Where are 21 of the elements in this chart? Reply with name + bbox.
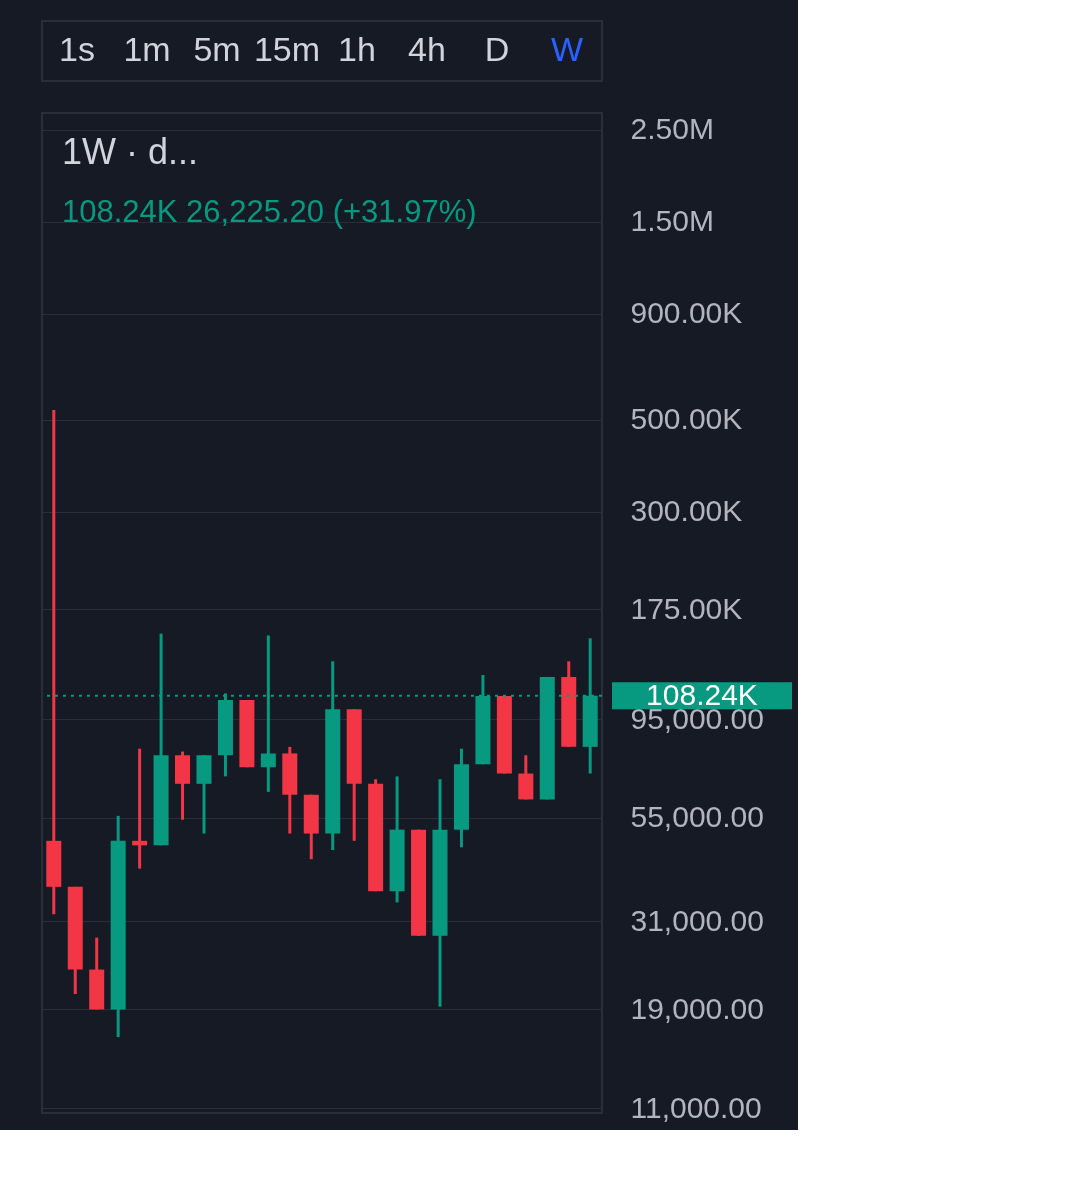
candlestick xyxy=(46,409,62,915)
text: W xyxy=(550,30,584,68)
y-tick-label: 11,000.00 xyxy=(630,1090,762,1124)
y-tick-label: 300.00K xyxy=(630,494,743,528)
text: 1W · d... xyxy=(62,131,199,172)
text: 4h xyxy=(408,30,446,68)
text: 1h xyxy=(338,30,376,68)
text: 15m xyxy=(253,30,321,68)
text: 1s xyxy=(59,30,95,68)
text: 5m xyxy=(193,30,241,68)
y-tick-label: 55,000.00 xyxy=(630,800,764,834)
y-tick-label: 19,000.00 xyxy=(630,991,764,1025)
y-tick-label: 500.00K xyxy=(630,402,743,436)
text: 108.24K 26,225.20 (+31.97%) xyxy=(62,194,477,229)
text: 1m xyxy=(123,30,171,68)
y-tick-label: 900.00K xyxy=(630,296,743,330)
y-tick-label: 31,000.00 xyxy=(630,903,764,937)
y-tick-label: 1.50M xyxy=(630,204,714,238)
text: D xyxy=(484,30,510,68)
y-tick-label: 175.00K xyxy=(630,591,743,625)
y-tick-label: 2.50M xyxy=(630,112,714,146)
